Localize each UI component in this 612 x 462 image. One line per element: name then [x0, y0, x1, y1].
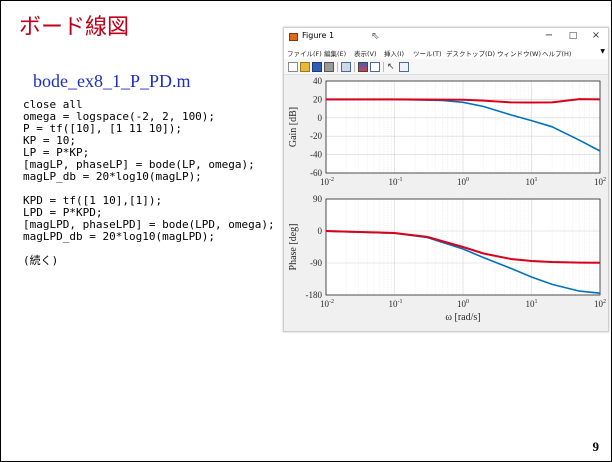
figure-titlebar[interactable]: Figure 1 ⇖ − □ × — [284, 28, 608, 46]
page-number: 9 — [592, 439, 600, 454]
code-line: (続く) — [23, 254, 59, 267]
figure-window[interactable]: Figure 1 ⇖ − □ × ファイル(F) 編集(E) 表示(V) 挿入(… — [283, 27, 609, 332]
y-axis-label: Phase [deg] — [288, 224, 299, 271]
save-icon[interactable] — [312, 62, 322, 72]
new-file-icon[interactable] — [288, 62, 298, 72]
y-tick-label: -90 — [310, 258, 322, 268]
menu-insert[interactable]: 挿入(I) — [384, 50, 404, 58]
menu-tools[interactable]: ツール(T) — [413, 50, 442, 58]
code-line: [magLPD, phaseLPD] = bode(LPD, omega); — [23, 218, 275, 231]
menu-window[interactable]: ウィンドウ(W) — [497, 50, 541, 58]
minimize-button[interactable]: − — [544, 30, 554, 41]
code-line: LPD = P*KPD; — [23, 206, 103, 219]
code-line: KP = 10; — [23, 134, 76, 147]
script-filename: bode_ex8_1_P_PD.m — [33, 71, 191, 91]
print-icon[interactable] — [324, 62, 334, 72]
x-tick-label: 10-1 — [389, 299, 403, 309]
axes-frame — [325, 198, 601, 296]
menu-view[interactable]: 表示(V) — [354, 50, 377, 58]
edit-plot-icon[interactable]: ↖ — [387, 62, 395, 72]
close-button[interactable]: × — [591, 30, 601, 41]
menu-desktop[interactable]: デスクトップ(D) — [446, 50, 496, 58]
figure-title: Figure 1 — [302, 31, 335, 40]
insert-legend-icon[interactable] — [370, 62, 380, 72]
gain-plot: 10-2 10-1 100 101 102 40 20 0 -20 -40 -60 Gain [dB] — [288, 76, 606, 187]
menu-help[interactable]: ヘルプ(H) — [542, 50, 572, 58]
x-tick-label: 100 — [457, 299, 469, 309]
code-block: close all omega = logspace(-2, 2, 100); P … — [23, 99, 275, 267]
y-tick-label: -60 — [310, 168, 322, 178]
open-folder-icon[interactable] — [300, 62, 310, 72]
y-axis-label: Gain [dB] — [288, 107, 299, 147]
y-tick-label: -20 — [310, 131, 322, 141]
figure-toolbar: ↖ — [284, 59, 608, 75]
code-line: magLPD_db = 20*log10(magLPD); — [23, 230, 216, 243]
menu-edit[interactable]: 編集(E) — [324, 50, 347, 58]
x-tick-label: 101 — [526, 299, 538, 309]
code-line: close all — [23, 98, 83, 111]
code-line: magLP_db = 20*log10(magLP); — [23, 170, 202, 183]
x-tick-label: 10-2 — [320, 299, 334, 309]
code-line: P = tf([10], [1 11 10]); — [23, 122, 182, 135]
y-tick-label: 90 — [313, 194, 323, 204]
series-line-2 — [325, 230, 601, 264]
code-line: omega = logspace(-2, 2, 100); — [23, 110, 216, 123]
bode-plot[interactable]: 10-2 10-1 100 101 102 40 20 0 -20 -40 -60 Gain [dB]… — [284, 75, 608, 331]
phase-plot: 10-2 10-1 100 101 102 90 0 -90 -180 Phase [deg] ω … — [288, 194, 606, 323]
matlab-figure-icon — [289, 33, 298, 41]
y-tick-label: 40 — [313, 76, 323, 86]
x-tick-label: 101 — [526, 177, 538, 187]
x-tick-label: 102 — [594, 299, 606, 309]
toolbar-separator — [337, 62, 338, 72]
code-line: LP = P*KP; — [23, 146, 90, 159]
code-blank-line — [23, 243, 275, 255]
y-tick-label: 0 — [318, 226, 323, 236]
y-tick-label: 0 — [318, 113, 323, 123]
mouse-cursor-icon: ⇖ — [371, 31, 380, 42]
x-tick-label: 102 — [594, 177, 606, 187]
x-axis-label: ω [rad/s] — [445, 312, 480, 323]
property-inspector-icon[interactable] — [399, 62, 409, 72]
maximize-button[interactable]: □ — [568, 31, 578, 41]
y-tick-label: -180 — [306, 290, 323, 300]
x-tick-label: 10-2 — [320, 177, 334, 187]
y-tick-label: -40 — [310, 150, 322, 160]
menu-overflow-arrow-icon[interactable]: ▼ — [600, 48, 605, 55]
toolbar-separator — [354, 62, 355, 72]
x-tick-label: 100 — [457, 177, 469, 187]
code-line: [magLP, phaseLP] = bode(LP, omega); — [23, 158, 255, 171]
code-line: KPD = tf([1 10],[1]); — [23, 194, 163, 207]
series-line-2 — [326, 98, 601, 104]
link-plot-icon[interactable] — [341, 62, 351, 72]
toolbar-separator — [383, 62, 384, 72]
insert-colorbar-icon[interactable] — [358, 62, 368, 72]
menu-bar: ファイル(F) 編集(E) 表示(V) 挿入(I) ツール(T) デスクトップ(… — [284, 46, 608, 59]
axes-frame — [325, 80, 601, 174]
plot-area: 10-2 10-1 100 101 102 40 20 0 -20 -40 -60 Gain [dB]… — [284, 75, 608, 331]
y-tick-label: 20 — [313, 94, 323, 104]
x-tick-label: 10-1 — [389, 177, 403, 187]
slide-title: ボード線図 — [19, 15, 130, 40]
menu-file[interactable]: ファイル(F) — [287, 50, 322, 58]
